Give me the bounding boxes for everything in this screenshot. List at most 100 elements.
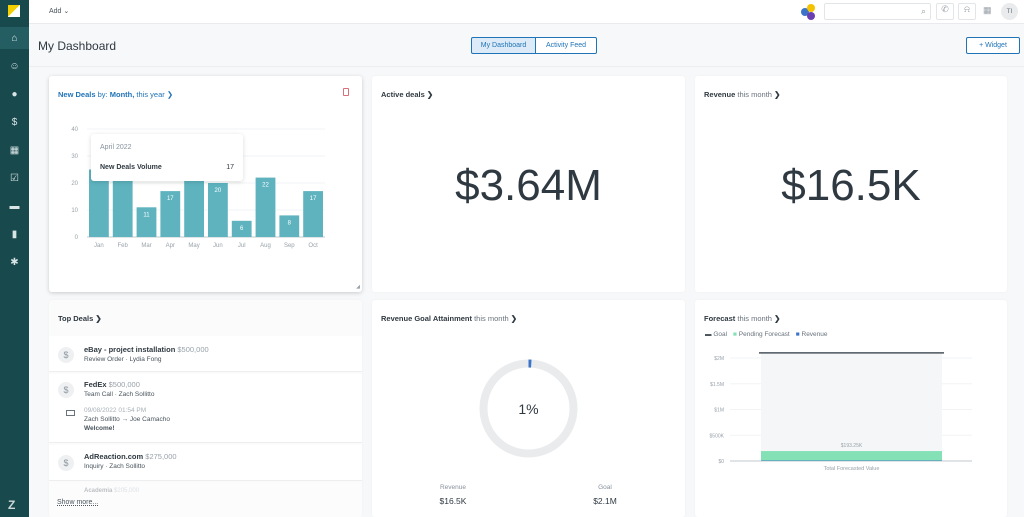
page-title: My Dashboard: [38, 39, 117, 53]
dollar-nav[interactable]: $: [0, 111, 29, 133]
bar-jun: [208, 183, 228, 237]
mail-icon: [66, 410, 75, 416]
deal-sub: Inquiry · Zach Sollitto: [84, 463, 146, 470]
deal-name[interactable]: eBay - project installation $500,000: [84, 345, 209, 354]
chat-nav[interactable]: ▬: [0, 195, 29, 217]
apps-icon[interactable]: [801, 4, 817, 20]
y-tick-label: 0: [75, 235, 79, 241]
deal-item[interactable]: $ eBay - project installation $500,000 R…: [49, 336, 362, 372]
y-tick-label: 40: [71, 127, 78, 133]
resize-handle[interactable]: ◢: [356, 284, 360, 290]
grid-icon[interactable]: ▦: [983, 5, 992, 15]
new-deals-title[interactable]: New Deals by: Month, this year ❯: [58, 90, 174, 99]
revenue-bar: [761, 460, 942, 461]
deal-item[interactable]: $ AdReaction.com $275,000 Inquiry · Zach…: [49, 445, 362, 481]
trash-icon[interactable]: [343, 88, 349, 96]
gear-icon: ✱: [10, 256, 19, 268]
tab-my-dashboard[interactable]: My Dashboard: [471, 37, 536, 54]
goal-progress-arc: [479, 359, 578, 458]
forecast-chart: $0 $500K $1M $1.5M $2M $193.25K Total Forecast…: [710, 352, 972, 472]
checkbox-icon: ☑: [10, 172, 19, 184]
y-tick-label: $0: [718, 459, 724, 465]
active-deals-title[interactable]: Active deals ❯: [381, 90, 434, 99]
bar-may: [184, 180, 204, 237]
dollar-icon: $: [11, 116, 18, 128]
x-tick-label: Jun: [213, 243, 223, 249]
active-deals-widget: Active deals ❯ $3.64M: [372, 76, 685, 292]
show-more-link[interactable]: Show more...: [57, 499, 99, 506]
email-route: Zach Sollitto → Joe Camacho: [84, 416, 170, 423]
chat-icon: ▬: [9, 200, 20, 212]
dollar-icon: $: [58, 382, 74, 398]
deal-name[interactable]: AdReaction.com $275,000: [84, 452, 177, 461]
x-tick-label: Jul: [238, 243, 246, 249]
deal-name[interactable]: Academia $205,000: [84, 488, 140, 494]
search-input[interactable]: ⌕: [824, 3, 931, 20]
bell-icon[interactable]: ⍾: [958, 3, 976, 20]
x-tick-label: Jan: [94, 243, 104, 249]
calendar-icon: ▦: [9, 144, 20, 156]
bar-value-label: 8: [288, 220, 292, 226]
revenue-value: $16.5K: [781, 161, 921, 210]
legend-pending[interactable]: ■ Pending Forecast: [733, 331, 790, 338]
data-label: $193.25K: [841, 443, 863, 449]
top-deals-widget: Top Deals ❯ $ eBay - project installatio…: [49, 300, 362, 517]
bar-jan: [89, 169, 109, 237]
y-tick-label: 10: [71, 208, 78, 214]
top-deals-title[interactable]: Top Deals ❯: [58, 314, 102, 323]
y-tick-label: $1M: [714, 408, 724, 414]
bar-chart-nav[interactable]: ▮: [0, 223, 29, 245]
person-icon: ●: [11, 88, 18, 100]
dollar-icon: $: [58, 347, 74, 363]
top-bar: Add ⌄ ⌕ ✆ ⍾ ▦ TI: [29, 0, 1024, 24]
bar-jul: [231, 220, 252, 237]
revenue-title[interactable]: Revenue this month ❯: [704, 90, 781, 99]
mascot-nav[interactable]: ☺: [0, 55, 29, 77]
bar-oct: [303, 191, 323, 237]
person-nav[interactable]: ●: [0, 83, 29, 105]
avatar[interactable]: TI: [1001, 3, 1018, 20]
x-tick-label: Apr: [166, 243, 175, 249]
add-label: Add: [49, 8, 62, 15]
checkbox-nav[interactable]: ☑: [0, 167, 29, 189]
forecast-title[interactable]: Forecast this month ❯: [704, 314, 781, 323]
x-tick-label: Aug: [260, 243, 271, 249]
goal-title[interactable]: Revenue Goal Attainment this month ❯: [381, 314, 518, 323]
calendar-nav[interactable]: ▦: [0, 139, 29, 161]
legend-revenue[interactable]: ■ Revenue: [795, 331, 828, 338]
deal-name[interactable]: FedEx $500,000: [84, 380, 140, 389]
add-widget-button[interactable]: + Widget: [966, 37, 1020, 54]
home-nav[interactable]: ⌂: [0, 27, 29, 49]
goal-area: [761, 352, 942, 461]
goal-donut: [479, 359, 578, 458]
mascot-icon: ☺: [9, 60, 20, 72]
legend-goal[interactable]: ▬ Goal: [705, 331, 728, 338]
gear-nav[interactable]: ✱: [0, 251, 29, 273]
forecast-legend: ▬ Goal ■ Pending Forecast ■ Revenue: [705, 331, 828, 338]
pending-forecast-bar: [761, 451, 942, 461]
phone-icon[interactable]: ✆: [936, 3, 954, 20]
bar-sep: [279, 215, 300, 237]
bar-feb: [112, 166, 133, 237]
deal-item[interactable]: $ FedEx $500,000 Team Call · Zach Sollit…: [49, 374, 362, 443]
bar-value-label: 11: [143, 212, 150, 218]
email-subject[interactable]: Welcome!: [84, 425, 115, 432]
goal-label: Goal: [598, 484, 612, 491]
app-logo[interactable]: [8, 5, 20, 17]
tooltip-label: New Deals Volume: [100, 164, 162, 171]
zendesk-logo: Z: [8, 498, 16, 512]
x-tick-label: Oct: [308, 243, 318, 249]
divider: [29, 66, 1024, 67]
bar-value-label: 17: [310, 196, 317, 202]
revenue-widget: Revenue this month ❯ $16.5K: [695, 76, 1007, 292]
goal-amount: $2.1M: [593, 496, 617, 506]
x-tick-label: Mar: [141, 243, 151, 249]
bar-value-label: 6: [240, 226, 244, 232]
x-tick-label: Sep: [284, 243, 295, 249]
deal-item[interactable]: Academia $205,000: [49, 483, 362, 517]
revenue-label: Revenue: [439, 484, 467, 491]
home-icon: ⌂: [11, 32, 18, 44]
tab-activity-feed[interactable]: Activity Feed: [535, 37, 597, 54]
x-tick-label: May: [188, 243, 199, 249]
add-menu[interactable]: Add ⌄: [49, 8, 70, 15]
